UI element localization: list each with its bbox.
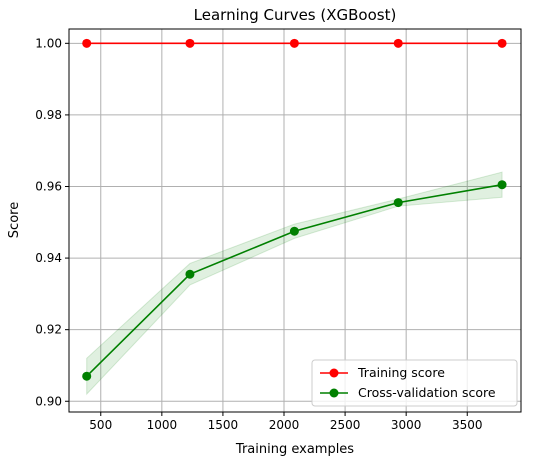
cv-score-point (393, 198, 403, 208)
plot-frame (68, 28, 522, 413)
grid (69, 29, 521, 412)
chart-title: Learning Curves (XGBoost) (194, 6, 397, 24)
y-tick-label: 0.96 (35, 179, 62, 193)
x-axis-label: Training examples (235, 442, 354, 457)
legend: Training score Cross-validation score (311, 359, 518, 407)
training-score-point (393, 38, 403, 48)
cv-score-line (86, 183, 503, 377)
y-tick-label: 0.98 (35, 108, 62, 122)
legend-cv-marker (329, 388, 339, 398)
legend-training-label: Training score (357, 365, 445, 380)
legend-cv-label: Cross-validation score (358, 385, 496, 400)
y-axis-label: Score (7, 202, 22, 238)
y-tick-label: 1.00 (35, 36, 62, 50)
cv-score-point (82, 371, 92, 381)
training-score-point (497, 38, 507, 48)
cv-score-point (497, 180, 507, 190)
x-tick-label: 500 (89, 418, 112, 432)
x-tick-label: 3000 (391, 418, 422, 432)
training-score-point (289, 38, 299, 48)
x-tick-label: 2000 (269, 418, 300, 432)
cv-confidence-band (86, 171, 503, 396)
x-axis-ticks: 500 1000 1500 2000 2500 3000 3500 (89, 412, 483, 432)
confidence-bands (86, 42, 503, 396)
legend-training-marker (329, 368, 339, 378)
legend-box (311, 359, 518, 407)
cv-score-point (289, 226, 299, 236)
y-tick-label: 0.90 (35, 394, 62, 408)
training-score-point (82, 38, 92, 48)
y-axis-ticks: 0.90 0.92 0.94 0.96 0.98 1.00 (35, 36, 69, 408)
x-tick-label: 3500 (452, 418, 483, 432)
x-tick-label: 1000 (147, 418, 178, 432)
x-tick-label: 1500 (208, 418, 239, 432)
x-tick-label: 2500 (330, 418, 361, 432)
training-score-point (185, 38, 195, 48)
y-tick-label: 0.92 (35, 323, 62, 337)
y-tick-label: 0.94 (35, 251, 62, 265)
cv-score-point (185, 269, 195, 279)
series-points (82, 38, 507, 381)
